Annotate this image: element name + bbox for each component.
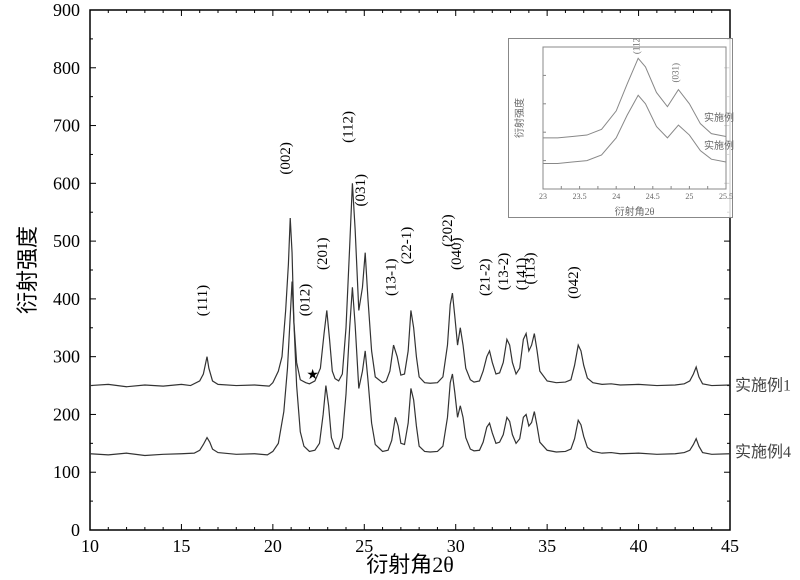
y-tick-label: 0 — [71, 520, 80, 540]
y-tick-label: 400 — [53, 289, 80, 309]
inset-peak-label: (112) — [632, 39, 642, 54]
svg-text:(113): (113) — [522, 253, 538, 285]
legend-label: 实施例1 — [735, 377, 791, 395]
peak-label: (111) — [195, 285, 211, 316]
peak-label: (002) — [278, 142, 294, 175]
x-tick-label: 20 — [264, 536, 282, 556]
y-tick-label: 600 — [53, 173, 80, 193]
y-tick-label: 700 — [53, 116, 80, 136]
inset-chart: 23 23.5 24 24.5 25 25.5 衍射角2θ 衍射强度 (112) (031) 实施例… — [508, 38, 733, 218]
peak-label: (13-2) — [496, 253, 512, 291]
y-tick-label: 800 — [53, 58, 80, 78]
svg-text:(13-1): (13-1) — [383, 259, 399, 297]
peak-label: (22-1) — [399, 227, 415, 265]
inset-x-tick: 23 — [539, 192, 547, 201]
inset-border — [543, 47, 726, 189]
x-tick-label: 15 — [172, 536, 190, 556]
inset-peak-label: (031) — [670, 63, 680, 83]
peak-label: (112) — [340, 111, 356, 143]
inset-series-1 — [543, 95, 726, 163]
inset-x-tick: 23.5 — [573, 192, 587, 201]
peak-label: (031) — [353, 174, 369, 207]
y-tick-label: 300 — [53, 347, 80, 367]
inset-annot: 实施例4 — [704, 139, 734, 152]
svg-text:(112): (112) — [632, 39, 642, 54]
star-marker: ★ — [306, 368, 319, 383]
y-tick-label: 500 — [53, 231, 80, 251]
svg-text:(042): (042) — [566, 266, 582, 299]
svg-text:(22-1): (22-1) — [399, 227, 415, 265]
svg-text:(040): (040) — [449, 238, 465, 271]
series-line-1 — [90, 282, 730, 456]
inset-series-0 — [543, 58, 726, 138]
svg-text:(012): (012) — [297, 284, 313, 317]
svg-text:(13-2): (13-2) — [496, 253, 512, 291]
xrd-chart: 1015202530354045010020030040050060070080… — [0, 0, 800, 580]
y-tick-label: 200 — [53, 404, 80, 424]
svg-text:(112): (112) — [340, 111, 356, 143]
svg-text:(111): (111) — [195, 285, 211, 316]
peak-label: (21-2) — [478, 259, 494, 297]
inset-xlabel: 衍射角2θ — [615, 205, 655, 218]
legend-label: 实施例4 — [735, 443, 791, 461]
peak-label: (040) — [449, 238, 465, 271]
y-tick-label: 100 — [53, 462, 80, 482]
x-tick-label: 35 — [538, 536, 556, 556]
svg-text:(21-2): (21-2) — [478, 259, 494, 297]
peak-label: (13-1) — [383, 259, 399, 297]
inset-x-tick: 24.5 — [646, 192, 660, 201]
svg-text:(201): (201) — [315, 238, 331, 271]
peak-label: (201) — [315, 238, 331, 271]
inset-x-tick: 25 — [685, 192, 693, 201]
peak-label: (012) — [297, 284, 313, 317]
inset-svg: 23 23.5 24 24.5 25 25.5 衍射角2θ 衍射强度 (112) (031) 实施例… — [509, 39, 734, 219]
svg-text:(031): (031) — [353, 174, 369, 207]
inset-ylabel: 衍射强度 — [513, 98, 526, 138]
y-tick-label: 900 — [53, 0, 80, 20]
x-tick-label: 40 — [630, 536, 648, 556]
inset-x-tick: 24 — [612, 192, 620, 201]
y-axis-label: 衍射强度 — [15, 226, 40, 314]
inset-x-tick: 25.5 — [719, 192, 733, 201]
svg-text:(031): (031) — [670, 63, 680, 83]
inset-annot: 实施例1 — [704, 111, 734, 124]
peak-label: (113) — [522, 253, 538, 285]
svg-text:(002): (002) — [278, 142, 294, 175]
x-tick-label: 45 — [721, 536, 739, 556]
x-tick-label: 10 — [81, 536, 99, 556]
x-axis-label: 衍射角2θ — [366, 552, 454, 577]
peak-label: (042) — [566, 266, 582, 299]
